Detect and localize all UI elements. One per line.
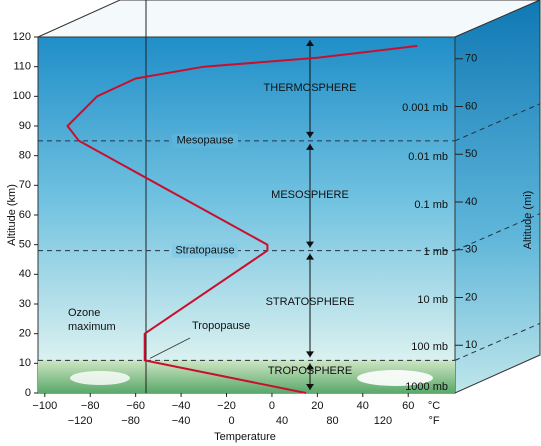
cloud <box>357 370 433 386</box>
boundary-label-bg <box>172 243 238 258</box>
arrow-head <box>306 351 314 358</box>
y-tick-label: 0 <box>25 387 31 399</box>
x2-tick-label: 40 <box>276 415 288 427</box>
boundary-label: Mesopause <box>177 135 234 147</box>
x-tick-label: −80 <box>81 400 100 412</box>
pressure-label: 1000 mb <box>405 381 448 393</box>
boundary-line-side <box>454 103 541 142</box>
x2-tick-label: 0 <box>228 415 234 427</box>
x-axis-title: Temperature <box>214 431 276 443</box>
y-tick-label: 70 <box>19 179 31 191</box>
pressure-label: 10 mb <box>417 294 448 306</box>
y2-tick-label: 60 <box>465 100 477 112</box>
y2-tick-label: 70 <box>465 53 477 65</box>
arrow-head <box>306 241 314 248</box>
boundary-label-bg <box>172 133 238 148</box>
pressure-label: 0.01 mb <box>408 151 448 163</box>
x-tick-label: −40 <box>172 400 191 412</box>
boundary-line-side <box>454 213 541 252</box>
x2-tick-label: 120 <box>374 415 392 427</box>
x2-tick-label: −120 <box>68 415 93 427</box>
x-tick-label: 40 <box>357 400 369 412</box>
x-unit: °C <box>428 400 440 412</box>
y2-tick-label: 20 <box>465 291 477 303</box>
x-tick-label: −100 <box>32 400 57 412</box>
x2-tick-label: −80 <box>121 415 140 427</box>
y-tick-label: 120 <box>13 31 31 43</box>
y-axis-title: Altitude (km) <box>6 184 18 246</box>
y-tick-label: 50 <box>19 239 31 251</box>
y2-tick-label: 40 <box>465 196 477 208</box>
boundary-line-side <box>454 322 541 361</box>
pressure-label: 0.1 mb <box>414 199 448 211</box>
cloud <box>70 371 130 385</box>
x-tick-label: −60 <box>126 400 145 412</box>
x-tick-label: 60 <box>402 400 414 412</box>
boundary-label: Stratopause <box>175 245 234 257</box>
x-tick-label: −20 <box>217 400 236 412</box>
y-tick-label: 90 <box>19 120 31 132</box>
pressure-label: 0.001 mb <box>402 102 448 114</box>
annotation: Ozone maximum <box>68 307 116 333</box>
y2-tick-label: 50 <box>465 148 477 160</box>
y-tick-label: 80 <box>19 150 31 162</box>
y2-tick-label: 30 <box>465 244 477 256</box>
y-tick-label: 40 <box>19 268 31 280</box>
y-tick-label: 60 <box>19 209 31 221</box>
y-tick-label: 110 <box>13 61 31 73</box>
pressure-label: 100 mb <box>411 341 448 353</box>
x-tick-label: 20 <box>311 400 323 412</box>
arrow-head <box>306 384 314 390</box>
y-tick-label: 100 <box>13 90 31 102</box>
box-front <box>37 36 456 394</box>
y-tick-label: 30 <box>19 298 31 310</box>
temperature-profile <box>66 44 418 394</box>
x2-unit: °F <box>428 415 439 427</box>
y2-axis-title: Altitude (mi) <box>522 191 534 250</box>
x-tick-label: 0 <box>269 400 275 412</box>
leader-line <box>149 337 191 359</box>
pressure-label: 1 mb <box>424 246 448 258</box>
arrow-head <box>306 363 314 370</box>
x2-tick-label: 80 <box>326 415 338 427</box>
box-top <box>37 0 541 38</box>
y2-tick-label: 10 <box>465 339 477 351</box>
arrow-head <box>306 40 314 46</box>
boundary-label: Tropopause <box>192 320 250 332</box>
arrow-head <box>306 131 314 138</box>
arrow-head <box>306 143 314 150</box>
y-tick-label: 10 <box>19 357 31 369</box>
arrow-head <box>306 253 314 260</box>
x2-tick-label: −40 <box>172 415 191 427</box>
y-tick-label: 20 <box>19 328 31 340</box>
